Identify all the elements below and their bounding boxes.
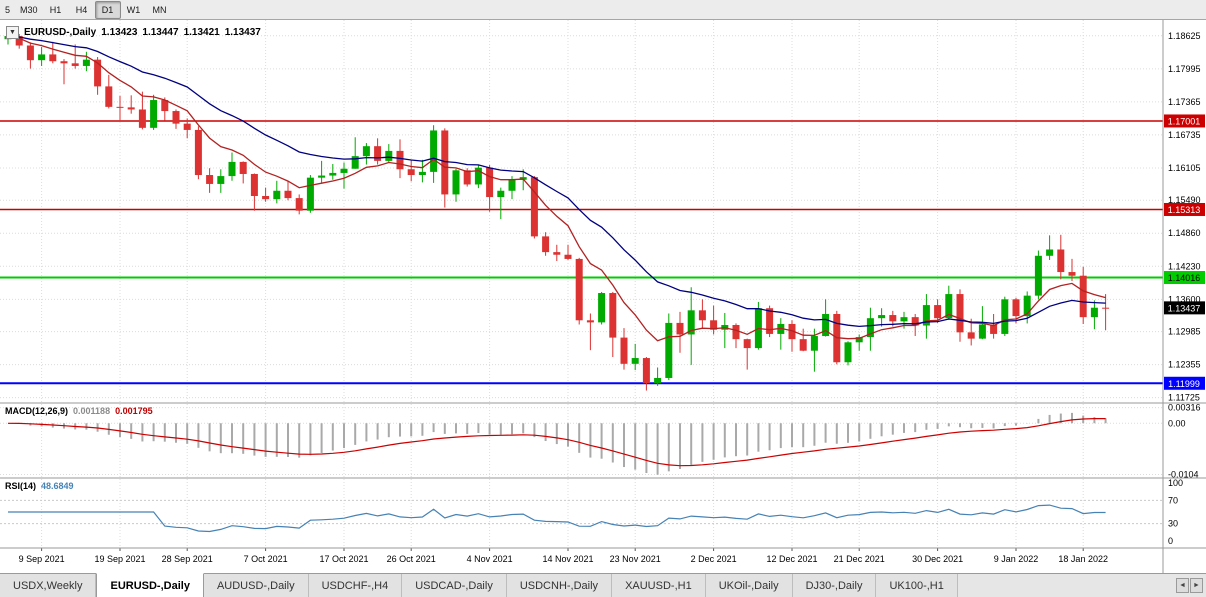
price-gridlines [0, 35, 1163, 399]
macd-histogram [18, 412, 1107, 475]
tab-eurusd-daily[interactable]: EURUSD-,Daily [96, 573, 204, 597]
svg-text:2 Dec 2021: 2 Dec 2021 [691, 554, 737, 564]
svg-text:14 Nov 2021: 14 Nov 2021 [542, 554, 593, 564]
tab-dj30-daily[interactable]: DJ30-,Daily [792, 574, 877, 597]
svg-text:0: 0 [1168, 536, 1173, 546]
svg-text:7 Oct 2021: 7 Oct 2021 [244, 554, 288, 564]
rsi-line [8, 504, 1106, 533]
chart-area: 1.18625 1.17995 1.17365 1.16735 1.16105 1.154… [0, 20, 1206, 573]
svg-text:1.17001: 1.17001 [1168, 116, 1201, 126]
svg-text:1.15313: 1.15313 [1168, 205, 1201, 215]
date-axis-labels: 9 Sep 2021 19 Sep 2021 28 Sep 2021 7 Oct 20… [19, 548, 1108, 564]
svg-text:1.15490: 1.15490 [1168, 195, 1201, 205]
tab-audusd-daily[interactable]: AUDUSD-,Daily [203, 574, 309, 597]
tab-usdcnh-daily[interactable]: USDCNH-,Daily [506, 574, 613, 597]
svg-text:26 Oct 2021: 26 Oct 2021 [387, 554, 436, 564]
svg-text:1.12985: 1.12985 [1168, 327, 1201, 337]
svg-text:12 Dec 2021: 12 Dec 2021 [766, 554, 817, 564]
svg-text:1.11999: 1.11999 [1168, 379, 1200, 389]
svg-text:30: 30 [1168, 519, 1178, 529]
tab-ukoil-daily[interactable]: UKOil-,Daily [705, 574, 793, 597]
svg-text:1.13600: 1.13600 [1168, 294, 1201, 304]
svg-text:1.11725: 1.11725 [1168, 393, 1200, 403]
period-button-w1[interactable]: W1 [126, 4, 141, 15]
svg-text:100: 100 [1168, 478, 1183, 488]
svg-text:4 Nov 2021: 4 Nov 2021 [467, 554, 513, 564]
svg-text:21 Dec 2021: 21 Dec 2021 [834, 554, 885, 564]
svg-text:1.14860: 1.14860 [1168, 228, 1201, 238]
svg-text:0.00: 0.00 [1168, 418, 1186, 428]
svg-text:30 Dec 2021: 30 Dec 2021 [912, 554, 963, 564]
price-axis-labels: 1.18625 1.17995 1.17365 1.16735 1.16105 1.154… [1168, 31, 1201, 403]
period-button-5[interactable]: 5 [5, 4, 11, 15]
period-button-m30[interactable]: M30 [20, 4, 38, 15]
svg-text:1.16105: 1.16105 [1168, 163, 1201, 173]
hline-1.17001: 1.17001 [0, 114, 1205, 128]
svg-text:-0.0104: -0.0104 [1168, 470, 1199, 480]
svg-text:28 Sep 2021: 28 Sep 2021 [162, 554, 213, 564]
chart-canvas[interactable]: 1.18625 1.17995 1.17365 1.16735 1.16105 1.154… [0, 20, 1206, 573]
tab-scroll-right-button[interactable]: ► [1190, 578, 1203, 593]
svg-text:1.18625: 1.18625 [1168, 31, 1201, 41]
svg-text:1.12355: 1.12355 [1168, 360, 1201, 370]
svg-text:70: 70 [1168, 495, 1178, 505]
symbol-tabbar: USDX,Weekly EURUSD-,Daily AUDUSD-,Daily … [0, 573, 1206, 597]
period-button-h1[interactable]: H1 [49, 4, 62, 15]
svg-text:9 Sep 2021: 9 Sep 2021 [19, 554, 65, 564]
svg-text:18 Jan 2022: 18 Jan 2022 [1058, 554, 1108, 564]
svg-text:1.16735: 1.16735 [1168, 130, 1201, 140]
svg-text:1.14230: 1.14230 [1168, 261, 1201, 271]
svg-text:1.17365: 1.17365 [1168, 97, 1201, 107]
tab-usdx-weekly[interactable]: USDX,Weekly [0, 574, 97, 597]
tab-usdchf-h4[interactable]: USDCHF-,H4 [308, 574, 403, 597]
period-button-mn[interactable]: MN [152, 4, 167, 15]
tab-xauusd-h1[interactable]: XAUUSD-,H1 [612, 574, 706, 597]
svg-text:1.17995: 1.17995 [1168, 64, 1201, 74]
tab-uk100-h1[interactable]: UK100-,H1 [876, 574, 958, 597]
svg-text:1.14016: 1.14016 [1168, 273, 1201, 283]
svg-text:23 Nov 2021: 23 Nov 2021 [610, 554, 661, 564]
ma-slow-line [7, 35, 1106, 328]
period-button-d1[interactable]: D1 [94, 0, 121, 19]
symbol-dropdown-icon[interactable]: ▼ [6, 26, 19, 39]
hline-1.15313: 1.15313 [0, 202, 1205, 216]
timeframe-toolbar: 5 M30 H1 H4 D1 W1 MN [0, 0, 1206, 20]
svg-text:1.13437: 1.13437 [1168, 303, 1201, 313]
tab-scroll-left-button[interactable]: ◄ [1176, 578, 1189, 593]
current-price-badge: 1.13437 [1164, 301, 1205, 315]
svg-text:0.00316: 0.00316 [1168, 403, 1201, 413]
svg-text:19 Sep 2021: 19 Sep 2021 [94, 554, 145, 564]
panel-borders [0, 20, 1206, 573]
macd-signal-line [7, 418, 1106, 467]
svg-text:17 Oct 2021: 17 Oct 2021 [319, 554, 368, 564]
period-button-h4[interactable]: H4 [75, 4, 88, 15]
svg-text:9 Jan 2022: 9 Jan 2022 [994, 554, 1039, 564]
rsi-axis-labels: 100 70 30 0 [0, 478, 1183, 546]
tab-usdcad-daily[interactable]: USDCAD-,Daily [402, 574, 507, 597]
tab-scroll-area: ◄ ► [1173, 574, 1206, 597]
hline-1.11999: 1.11999 [0, 376, 1205, 390]
macd-axis-labels: 0.00316 0.00 -0.0104 [0, 403, 1201, 480]
